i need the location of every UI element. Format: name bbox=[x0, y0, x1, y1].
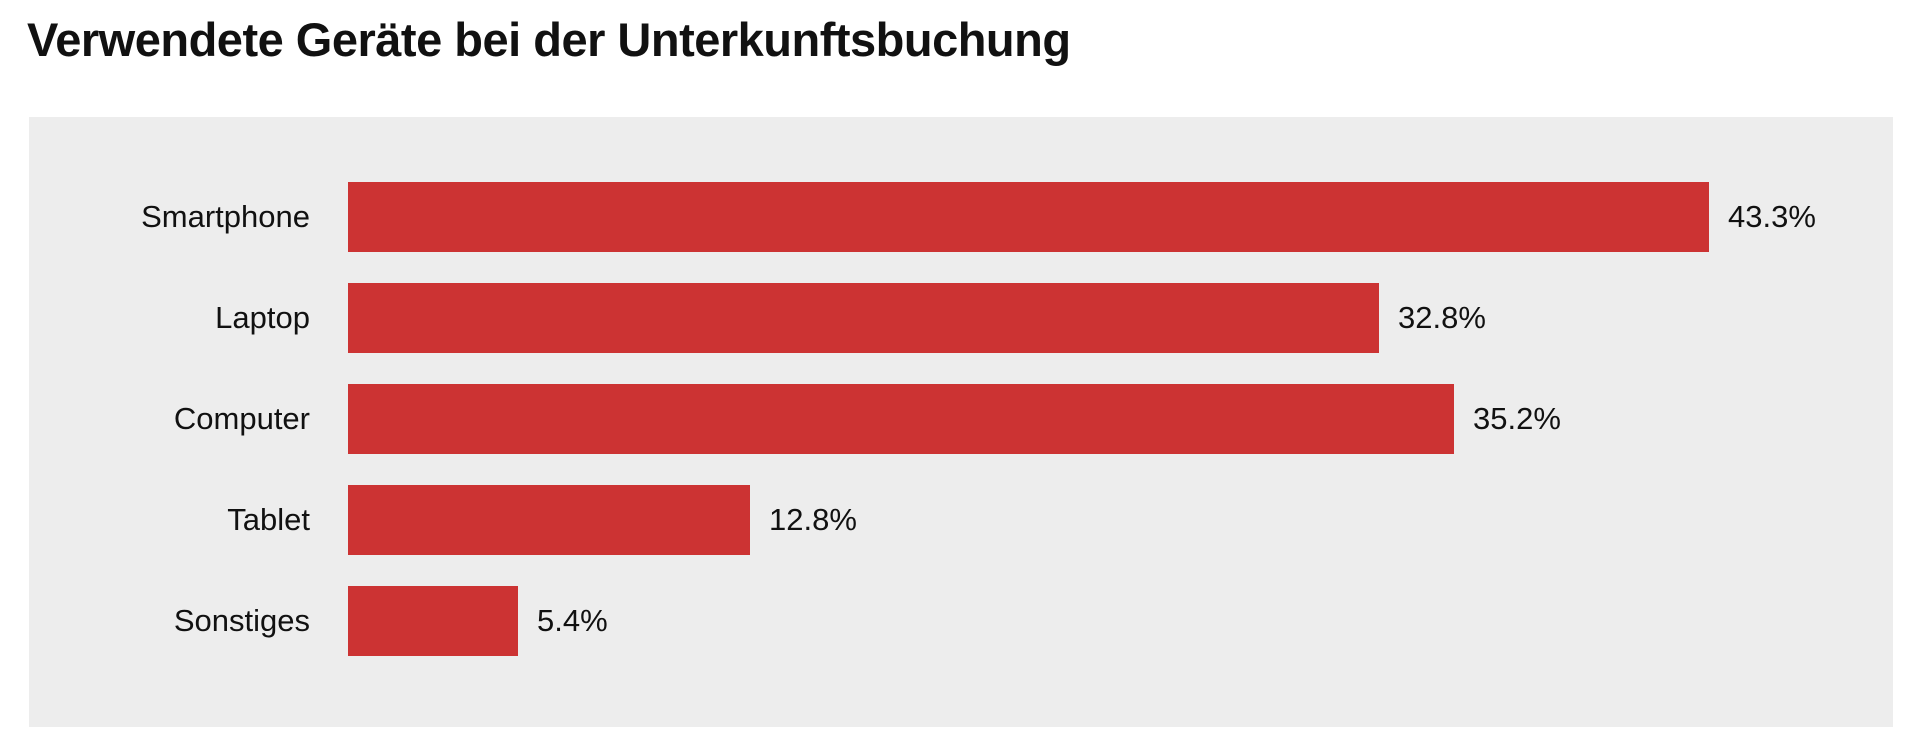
chart-plot-area: Smartphone 43.3% Laptop 32.8% Computer 3… bbox=[29, 117, 1893, 727]
bar-laptop bbox=[348, 283, 1379, 353]
bar-row-laptop: Laptop 32.8% bbox=[29, 283, 1893, 353]
bar-track: 12.8% bbox=[348, 485, 1893, 555]
category-label-tablet: Tablet bbox=[227, 502, 310, 537]
bar-track: 35.2% bbox=[348, 384, 1893, 454]
category-label-computer: Computer bbox=[173, 401, 310, 436]
category-label-smartphone: Smartphone bbox=[141, 199, 310, 234]
bar-row-sonstiges: Sonstiges 5.4% bbox=[29, 586, 1893, 656]
bar-computer bbox=[348, 384, 1454, 454]
value-label-smartphone: 43.3% bbox=[1728, 199, 1816, 234]
bar-track: 43.3% bbox=[348, 182, 1893, 252]
bar-sonstiges bbox=[348, 586, 518, 656]
value-label-laptop: 32.8% bbox=[1398, 300, 1486, 335]
bar-row-smartphone: Smartphone 43.3% bbox=[29, 182, 1893, 252]
category-label-sonstiges: Sonstiges bbox=[173, 603, 310, 638]
value-label-sonstiges: 5.4% bbox=[537, 603, 608, 638]
value-label-tablet: 12.8% bbox=[769, 502, 857, 537]
bar-tablet bbox=[348, 485, 750, 555]
bar-track: 32.8% bbox=[348, 283, 1893, 353]
category-label-laptop: Laptop bbox=[215, 300, 310, 335]
chart-title: Verwendete Geräte bei der Unterkunftsbuc… bbox=[27, 13, 1071, 66]
bar-smartphone bbox=[348, 182, 1709, 252]
bar-track: 5.4% bbox=[348, 586, 1893, 656]
bar-row-computer: Computer 35.2% bbox=[29, 384, 1893, 454]
bar-row-tablet: Tablet 12.8% bbox=[29, 485, 1893, 555]
value-label-computer: 35.2% bbox=[1473, 401, 1561, 436]
